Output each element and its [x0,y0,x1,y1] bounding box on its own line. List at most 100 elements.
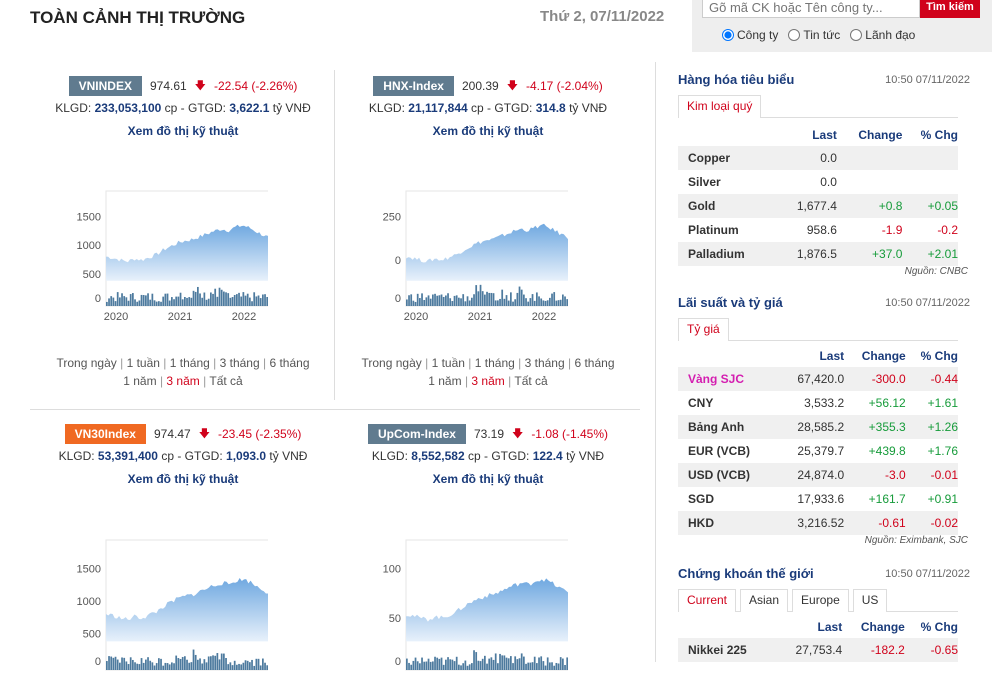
table-row[interactable]: Nikkei 225 27,753.4 -182.2 -0.65 [678,638,958,662]
volume-bar [264,662,266,670]
index-name[interactable]: VN30Index [64,424,146,444]
range-option[interactable]: Tất cả [209,374,243,388]
range-option[interactable]: 3 tháng [219,356,260,370]
volume-bar [203,292,206,306]
index-chart[interactable]: 1500 1000 500 0 [28,535,268,675]
volume-bar [488,658,491,670]
index-name[interactable]: VNINDEX [68,76,142,96]
volume-bar [475,285,478,306]
volume-bar [140,294,143,306]
radio-leaders[interactable]: Lãnh đạo [850,28,915,42]
volume-bar [171,297,173,306]
range-option[interactable]: 1 tuần [431,356,465,370]
range-option[interactable]: 3 năm [166,374,200,388]
table-row[interactable]: USD (VCB) 24,874.0 -3.0 -0.01 [678,463,958,487]
range-option[interactable]: 1 tháng [169,356,210,370]
table-row[interactable]: HKD 3,216.52 -0.61 -0.02 [678,511,958,535]
volume-bar [231,665,234,670]
volume-bar [546,300,549,306]
volume-bar [142,295,145,306]
volume-bar [512,663,514,670]
volume-bar [432,294,434,306]
volume-bar [464,301,467,306]
radio-company[interactable]: Công ty [722,28,778,42]
range-option[interactable]: 1 năm [428,374,462,388]
volume-bar [427,658,430,670]
volume-bar [538,296,540,306]
volume-bar [497,300,499,306]
range-option[interactable]: 3 năm [471,374,505,388]
volume-bar [529,298,532,306]
volume-bar [249,662,251,670]
volume-bar [449,298,452,306]
volume-bar [479,284,482,306]
volume-bar [192,290,195,306]
index-name[interactable]: UpCom-Index [367,424,466,444]
table-row[interactable]: Gold 1,677.4 +0.8 +0.05 [678,194,958,218]
volume-bar [442,664,445,670]
tab-exchange-rate[interactable]: Tỷ giá [678,318,729,341]
index-chart[interactable]: 100 50 0 [328,535,568,675]
volume-bar [458,297,460,306]
tab-world-3[interactable]: US [852,589,888,612]
volume-bar [429,298,432,306]
volume-bar [223,291,225,306]
volume-bar [173,299,175,306]
tab-precious-metals[interactable]: Kim loại quý [678,95,762,118]
range-option[interactable]: Trong ngày [361,356,422,370]
volume-bar [438,658,441,670]
index-value: 200.39 [461,79,499,93]
index-change: -22.54 (-2.26%) [213,79,298,93]
tab-world-1[interactable]: Asian [740,589,789,612]
price-area [106,224,268,281]
table-row[interactable]: Bảng Anh 28,585.2 +355.3 +1.26 [678,415,958,439]
world-table: Last Change% Chg Nikkei 225 27,753.4 -182.2… [678,616,958,662]
volume-bar [190,662,193,670]
range-option[interactable]: 3 tháng [524,356,565,370]
range-option[interactable]: Tất cả [514,374,548,388]
table-row[interactable]: CNY 3,533.2 +56.12 +1.61 [688,396,958,410]
table-row[interactable]: SGD 17,933.6 +161.7 +0.91 [688,492,958,506]
technical-chart-link[interactable]: Xem đồ thị kỹ thuật [432,124,544,138]
radio-news[interactable]: Tin tức [788,28,840,42]
volume-bar [125,661,128,670]
volume-bar [262,294,264,306]
tab-world-0[interactable]: Current [678,589,737,612]
table-row[interactable]: Silver 0.0 [688,175,837,189]
table-row[interactable]: Vàng SJC 67,420.0 -300.0 -0.44 [678,367,958,391]
volume-bar [266,665,268,670]
tab-world-2[interactable]: Europe [792,589,849,612]
search-input[interactable] [702,0,920,18]
volume-bar [501,655,504,670]
technical-chart-link[interactable]: Xem đồ thị kỹ thuật [127,124,239,138]
search-button[interactable]: Tìm kiếm [920,0,980,18]
technical-chart-link[interactable]: Xem đồ thị kỹ thuật [432,472,544,486]
range-option[interactable]: 1 tuần [126,356,160,370]
range-option[interactable]: 1 năm [123,374,157,388]
volume-bar [451,659,454,670]
volume-bar [484,655,486,670]
volume-bar [477,291,480,306]
volume-bar [555,662,558,670]
table-row[interactable]: Palladium 1,876.5 +37.0 +2.01 [678,242,958,266]
volume-bar [201,297,204,306]
volume-bar [201,663,204,670]
table-row[interactable]: EUR (VCB) 25,379.7 +439.8 +1.76 [688,444,958,458]
volume-bar [173,663,175,670]
range-option[interactable]: 1 tháng [474,356,515,370]
technical-chart-link[interactable]: Xem đồ thị kỹ thuật [127,472,239,486]
table-row[interactable]: Platinum 958.6 -1.9 -0.2 [688,223,958,237]
range-option[interactable]: 6 tháng [269,356,310,370]
volume-bar [112,657,115,670]
volume-bar [162,665,165,670]
range-option[interactable]: 6 tháng [574,356,615,370]
index-name[interactable]: HNX-Index [373,76,454,96]
table-row[interactable]: Copper 0.0 [678,146,958,170]
volume-bar [166,663,169,670]
y-tick-label: 500 [83,269,101,281]
index-value: 73.19 [473,427,504,441]
range-option[interactable]: Trong ngày [56,356,117,370]
volume-bar [199,293,201,306]
